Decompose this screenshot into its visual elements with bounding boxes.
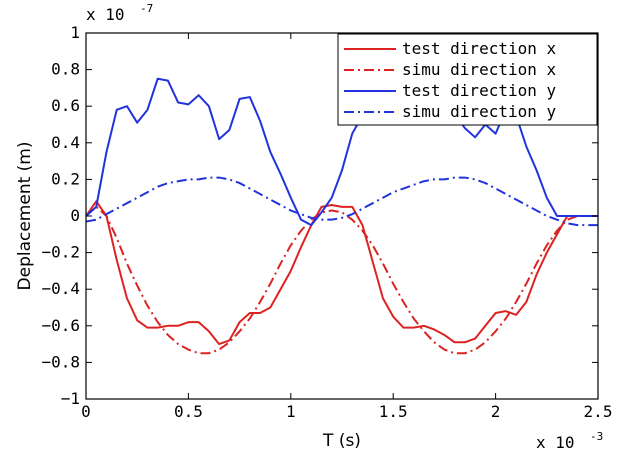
x-tick-label: 1.5 [379, 402, 408, 421]
y-tick-label: 0.8 [51, 60, 80, 79]
legend: test direction x simu direction x test dir… [337, 33, 598, 126]
x-axis-label: T (s) [322, 431, 361, 451]
x-tick-label: 2.5 [584, 402, 613, 421]
x-tick-label: 0 [81, 402, 91, 421]
x-tick-label: 2 [491, 402, 501, 421]
y-tick-label: −0.8 [41, 352, 80, 371]
x-multiplier-base: x 10 [536, 433, 575, 452]
y-axis-label: Deplacement (m) [15, 142, 35, 291]
y-tick-label: −0.2 [41, 243, 80, 262]
y-tick-label: 0 [70, 206, 80, 225]
y-tick-label: 0.2 [51, 169, 80, 188]
ticks-layer: 0 0.5 1 1.5 2 2.5 −1 −0.8 −0.6 −0.4 −0.2 0 0.2 0.4 0.6… [41, 23, 612, 421]
legend-entry-label: simu direction y [402, 102, 556, 121]
x-multiplier-exponent: -3 [590, 430, 603, 443]
legend-entry-label: test direction x [402, 39, 556, 58]
y-tick-label: 1 [70, 23, 80, 42]
y-tick-label: −1 [61, 389, 80, 408]
y-multiplier-exponent: -7 [140, 2, 153, 15]
legend-entry-label: test direction y [402, 81, 556, 100]
x-tick-label: 0.5 [174, 402, 203, 421]
y-tick-label: −0.4 [41, 279, 80, 298]
series-line-0 [86, 200, 598, 346]
series-line-3 [86, 176, 598, 227]
y-tick-label: 0.4 [51, 133, 80, 152]
y-tick-label: 0.6 [51, 96, 80, 115]
y-multiplier-base: x 10 [86, 5, 125, 24]
legend-entry-label: simu direction x [402, 60, 556, 79]
x-tick-label: 1 [286, 402, 296, 421]
series-line-1 [86, 205, 598, 355]
y-tick-label: −0.6 [41, 316, 80, 335]
